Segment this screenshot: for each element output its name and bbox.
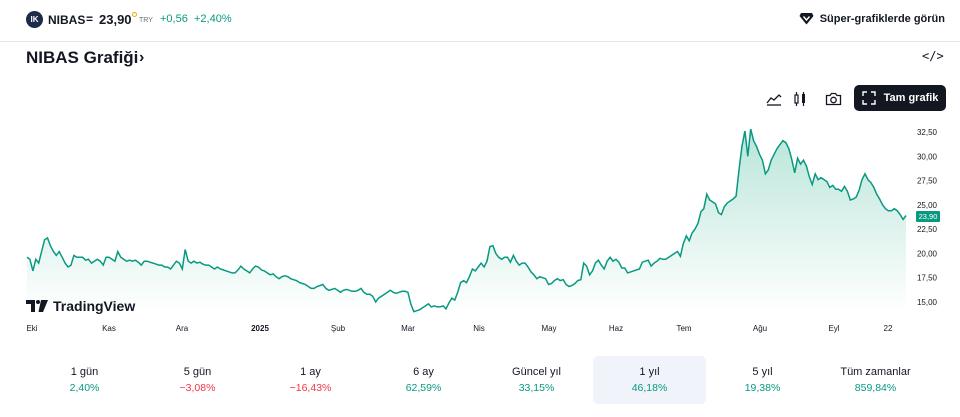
- chevron-right-icon[interactable]: ›: [139, 49, 145, 66]
- y-tick-label: 22,50: [917, 225, 938, 234]
- y-tick-label: 27,50: [917, 177, 938, 186]
- y-tick-label: 20,00: [917, 249, 938, 258]
- price-change: +0,56: [160, 13, 188, 25]
- period-option[interactable]: 6 ay 62,59%: [367, 356, 480, 404]
- full-chart-button[interactable]: Tam grafik: [854, 85, 946, 111]
- y-tick-label: 25,00: [917, 201, 938, 210]
- camera-icon[interactable]: [822, 88, 844, 110]
- x-tick-label: Kas: [102, 324, 116, 333]
- y-tick-label: 30,00: [917, 152, 938, 161]
- fullscreen-icon: [861, 91, 876, 105]
- period-label: 5 yıl: [752, 366, 773, 378]
- x-tick-label: Haz: [609, 324, 623, 333]
- period-label: Güncel yıl: [512, 366, 561, 378]
- candles-icon[interactable]: [789, 88, 811, 110]
- period-option[interactable]: 5 yıl 19,38%: [706, 356, 819, 404]
- super-charts-link[interactable]: Süper-grafiklerde görün: [799, 12, 945, 25]
- embed-code-icon[interactable]: </>: [922, 49, 944, 63]
- currency-label: TRY: [139, 17, 153, 24]
- y-tick-label: 32,50: [917, 128, 938, 137]
- x-tick-label: Nis: [473, 324, 485, 333]
- period-label: 1 yıl: [639, 366, 660, 378]
- full-chart-label: Tam grafik: [883, 92, 939, 104]
- diamond-icon: [799, 13, 814, 25]
- tradingview-label: TradingView: [53, 298, 136, 314]
- period-option[interactable]: Güncel yıl 33,15%: [480, 356, 593, 404]
- x-tick-label: Eki: [26, 324, 37, 333]
- market-status-dot: [132, 12, 137, 17]
- period-label: 5 gün: [183, 366, 212, 378]
- period-change: 19,38%: [744, 382, 781, 394]
- x-tick-label: Mar: [401, 324, 415, 333]
- x-tick-label: Tem: [676, 324, 691, 333]
- x-tick-label: May: [541, 324, 556, 333]
- period-change: 62,59%: [405, 382, 442, 394]
- period-change: 859,84%: [854, 382, 897, 394]
- equals-sign: =: [86, 12, 94, 26]
- period-option[interactable]: Tüm zamanlar 859,84%: [819, 356, 932, 404]
- company-logo: IK: [26, 11, 43, 28]
- area-chart-icon[interactable]: [763, 88, 785, 110]
- chart-title[interactable]: NIBAS Grafiği: [26, 48, 139, 67]
- period-change: −3,08%: [179, 382, 216, 394]
- price-line: [26, 128, 907, 313]
- x-tick-label: Ağu: [753, 324, 767, 333]
- x-tick-label: 22: [884, 324, 893, 333]
- price-chart[interactable]: 32,50 30,00 27,50 25,00 22,50 20,00 17,50 15,00…: [0, 112, 960, 337]
- period-option[interactable]: 1 gün 2,40%: [28, 356, 141, 404]
- period-option[interactable]: 1 yıl 46,18%: [593, 356, 706, 404]
- x-tick-label: Eyl: [828, 324, 839, 333]
- period-selector: 1 gün 2,40% 5 gün −3,08% 1 ay −16,43% 6 ay 62,5…: [28, 356, 932, 404]
- last-price-tag: 23,90: [916, 211, 940, 222]
- x-tick-label: 2025: [251, 324, 269, 333]
- period-option[interactable]: 1 ay −16,43%: [254, 356, 367, 404]
- super-charts-label: Süper-grafiklerde görün: [819, 12, 945, 25]
- period-option[interactable]: 5 gün −3,08%: [141, 356, 254, 404]
- period-change: −16,43%: [289, 382, 332, 394]
- symbol-name[interactable]: NIBAS: [48, 13, 86, 27]
- period-label: Tüm zamanlar: [840, 366, 911, 378]
- tradingview-logo-icon: [26, 300, 48, 312]
- tradingview-watermark[interactable]: TradingView: [26, 298, 135, 314]
- period-label: 1 gün: [70, 366, 99, 378]
- period-change: 46,18%: [631, 382, 668, 394]
- period-change: 33,15%: [518, 382, 555, 394]
- period-label: 1 ay: [300, 366, 321, 378]
- price-area: [27, 129, 906, 312]
- period-change: 2,40%: [69, 382, 100, 394]
- period-label: 6 ay: [413, 366, 434, 378]
- symbol-header: IK NIBAS = 23,90 TRY +0,56 +2,40% Süper-…: [0, 0, 960, 42]
- y-tick-label: 15,00: [917, 298, 938, 307]
- last-price: 23,90: [99, 12, 132, 27]
- y-tick-label: 17,50: [917, 274, 938, 283]
- x-tick-label: Ara: [176, 324, 189, 333]
- x-tick-label: Şub: [331, 324, 346, 333]
- price-change-percent: +2,40%: [194, 13, 232, 25]
